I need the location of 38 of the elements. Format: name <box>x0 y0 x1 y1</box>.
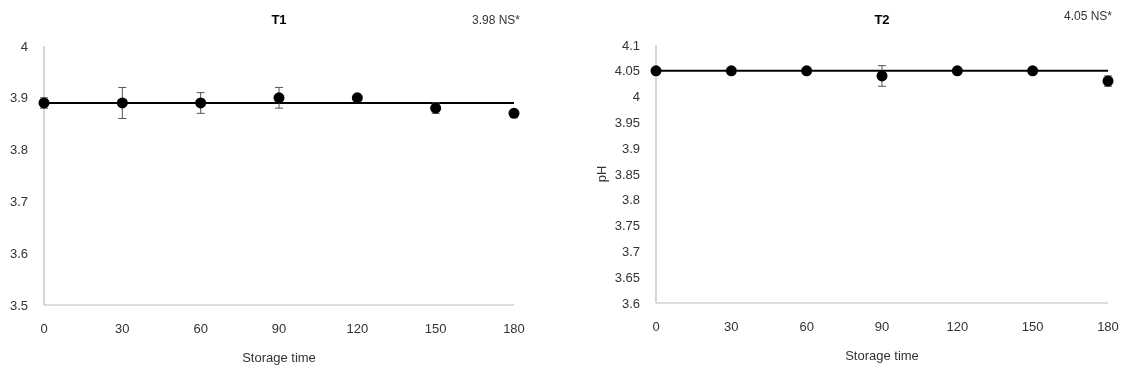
x-axis-title: Storage time <box>242 350 316 365</box>
x-tick-label: 60 <box>799 319 814 334</box>
x-axis-title: Storage time <box>845 348 919 363</box>
chart-title: T2 <box>874 12 890 27</box>
y-tick-label: 3.8 <box>621 192 640 208</box>
y-tick-label: 3.65 <box>614 269 640 285</box>
y-tick-label: 3.85 <box>614 166 640 182</box>
y-tick-label: 3.8 <box>9 142 28 158</box>
y-tick-label: 4 <box>20 38 28 54</box>
y-tick-label: 4.1 <box>621 37 640 53</box>
x-tick-label: 120 <box>346 321 369 336</box>
y-tick-label: 4 <box>632 89 640 105</box>
x-tick-label: 30 <box>724 319 739 334</box>
x-tick-label: 150 <box>1021 319 1044 334</box>
y-tick-label: 3.5 <box>9 297 28 313</box>
chart-title: T1 <box>271 12 287 27</box>
text: 4.05 NS* <box>1063 9 1113 23</box>
x-tick-label: 120 <box>946 319 969 334</box>
y-tick-label: 3.7 <box>9 193 28 209</box>
y-tick-label: 3.7 <box>621 243 640 259</box>
text: 3.98 NS* <box>471 13 521 27</box>
y-tick-label: 3.6 <box>621 295 640 311</box>
y-tick-label: 3.75 <box>614 218 640 234</box>
x-tick-label: 180 <box>1097 319 1119 334</box>
y-tick-label: 3.95 <box>614 114 640 130</box>
y-tick-label: 3.9 <box>621 140 640 156</box>
y-axis-title: pH <box>594 165 609 183</box>
x-tick-label: 0 <box>40 321 48 336</box>
x-tick-label: 60 <box>193 321 208 336</box>
y-tick-label: 3.6 <box>9 245 28 261</box>
y-tick-label: 4.05 <box>614 63 640 79</box>
x-tick-label: 150 <box>424 321 447 336</box>
x-tick-label: 0 <box>652 319 660 334</box>
x-tick-label: 90 <box>874 319 890 334</box>
x-tick-label: 30 <box>115 321 130 336</box>
x-tick-label: 90 <box>271 321 287 336</box>
x-tick-label: 180 <box>503 321 525 336</box>
y-tick-label: 3.9 <box>9 90 28 106</box>
